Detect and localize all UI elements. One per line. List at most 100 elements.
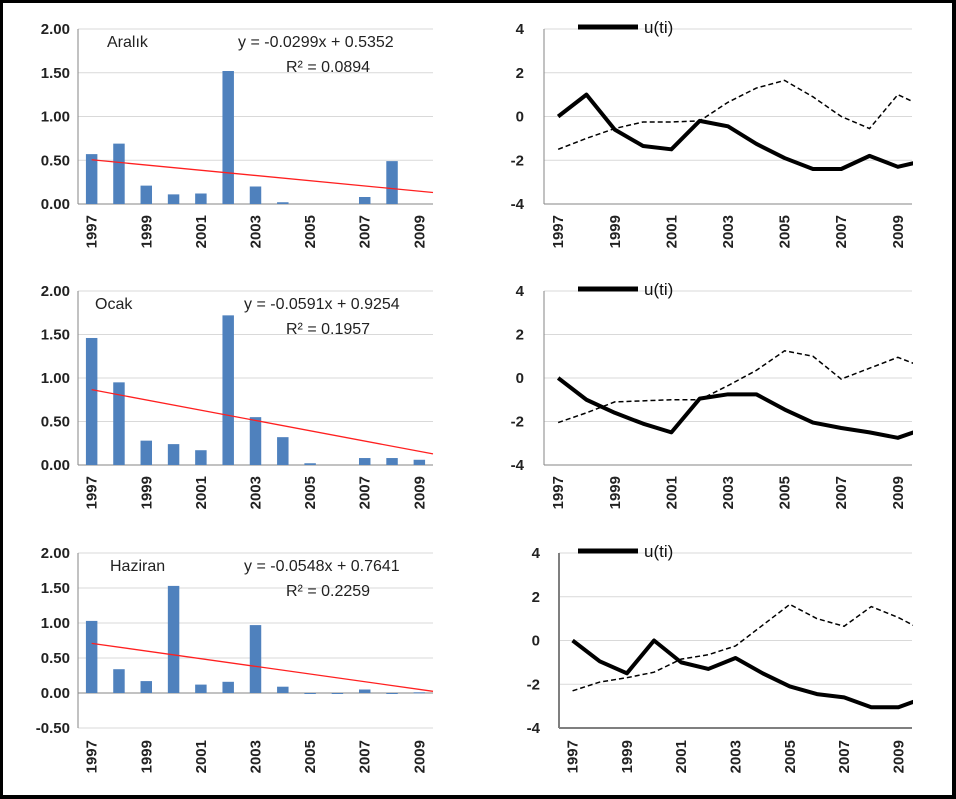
- series-line-solid: [556, 92, 927, 171]
- bar: [222, 681, 234, 693]
- x-tick-label: 1997: [550, 476, 567, 509]
- r-squared: R² = 0.0894: [286, 59, 370, 76]
- x-tick-label: 1997: [550, 215, 567, 248]
- y-tick-label: 0.50: [41, 152, 70, 169]
- month-label: Haziran: [110, 558, 165, 575]
- bar: [358, 197, 371, 204]
- bar: [85, 337, 98, 465]
- bar: [85, 154, 98, 204]
- bar: [277, 686, 289, 693]
- x-tick-label: 2005: [302, 476, 319, 509]
- bar: [358, 689, 371, 693]
- y-tick-label: 0.00: [41, 685, 70, 702]
- chart-5: 2.00 1.50 1.00 0.50 0.00 -0.50 Haziran y = -0.0…: [36, 545, 434, 773]
- x-tick-label: 2003: [720, 215, 737, 248]
- x-tick-label: 2001: [193, 740, 210, 773]
- plot-mask: [913, 24, 941, 209]
- bar: [277, 437, 289, 465]
- legend-label: u(ti): [644, 18, 673, 37]
- x-tick-label: 2005: [777, 476, 794, 509]
- legend-label: u(ti): [644, 542, 673, 561]
- bar: [331, 693, 344, 694]
- bar: [413, 692, 426, 694]
- x-tick-label: 2009: [890, 740, 907, 773]
- trendline: [91, 388, 434, 455]
- y-tick-label: 1.50: [41, 580, 70, 597]
- bar: [167, 194, 180, 204]
- bar: [167, 585, 180, 693]
- x-tick-label: 1999: [138, 476, 155, 509]
- bar: [277, 202, 289, 204]
- x-tick-label: 2001: [193, 215, 210, 248]
- x-tick-label: 2003: [720, 476, 737, 509]
- bar: [222, 71, 234, 204]
- x-tick-label: 2005: [302, 740, 319, 773]
- bar: [249, 186, 262, 204]
- bar: [113, 669, 125, 693]
- bar: [140, 681, 153, 693]
- chart-2: 4 2 0 -2 -4 u(ti) 1997 1999 2001 2003 2005 2007 2009: [511, 18, 941, 248]
- y-tick-label: -2: [527, 676, 540, 693]
- month-label: Ocak: [95, 296, 133, 313]
- x-tick-label: 2009: [411, 476, 428, 509]
- bar: [195, 450, 207, 465]
- series-line-solid: [556, 376, 927, 440]
- y-tick-label: 2: [532, 589, 540, 606]
- x-tick-label: 2007: [836, 740, 853, 773]
- y-tick-label: 1.50: [41, 327, 70, 344]
- legend-label: u(ti): [644, 280, 673, 299]
- bar: [304, 463, 316, 465]
- x-tick-label: 2005: [782, 740, 799, 773]
- bar: [386, 693, 398, 694]
- x-tick-label: 2007: [357, 476, 374, 509]
- x-tick-label: 1999: [607, 476, 624, 509]
- y-tick-label: 2.00: [41, 21, 70, 38]
- x-tick-label: 1999: [138, 215, 155, 248]
- y-tick-label: 0: [516, 370, 524, 387]
- x-tick-label: 2003: [248, 740, 265, 773]
- y-tick-label: 0: [532, 633, 540, 650]
- y-tick-label: 4: [532, 545, 541, 562]
- y-tick-label: -2: [511, 152, 524, 169]
- y-tick-label: 2: [516, 327, 524, 344]
- bar: [113, 143, 125, 204]
- r-squared: R² = 0.2259: [286, 583, 370, 600]
- chart-1: 2.00 1.50 1.00 0.50 0.00 Aralık y = -0.0299x +…: [41, 21, 434, 248]
- trendline: [91, 642, 434, 692]
- x-tick-label: 1999: [138, 740, 155, 773]
- bar: [113, 382, 125, 465]
- chart-3: 2.00 1.50 1.00 0.50 0.00 Ocak y = -0.0591x + 0…: [41, 283, 434, 509]
- trend-equation: y = -0.0548x + 0.7641: [244, 558, 400, 575]
- bar: [249, 417, 262, 465]
- trend-equation: y = -0.0591x + 0.9254: [244, 296, 400, 313]
- r-squared: R² = 0.1957: [286, 321, 370, 338]
- x-tick-label: 2005: [302, 215, 319, 248]
- x-tick-label: 2001: [663, 476, 680, 509]
- bar: [140, 440, 153, 465]
- y-tick-label: -4: [511, 196, 525, 213]
- x-tick-label: 2001: [663, 215, 680, 248]
- x-tick-label: 2005: [777, 215, 794, 248]
- x-tick-label: 2009: [411, 740, 428, 773]
- bar: [386, 161, 398, 204]
- y-tick-label: 2.00: [41, 545, 70, 562]
- chart-6: 4 2 0 -2 -4 u(ti) 1997 1999 2001 2003 2005 2007 2009: [527, 542, 941, 773]
- y-tick-label: 1.50: [41, 65, 70, 82]
- x-tick-label: 1997: [84, 740, 101, 773]
- y-tick-label: -4: [527, 720, 541, 737]
- bar: [85, 620, 98, 693]
- series-line-dashed: [557, 79, 927, 151]
- x-tick-label: 2007: [357, 740, 374, 773]
- bar: [413, 459, 426, 465]
- y-tick-label: 4: [516, 21, 525, 38]
- y-tick-label: 4: [516, 283, 525, 300]
- x-tick-label: 1997: [84, 215, 101, 248]
- x-tick-label: 2007: [833, 215, 850, 248]
- plot-mask: [913, 548, 941, 733]
- x-tick-label: 2007: [833, 476, 850, 509]
- y-tick-label: 0.50: [41, 650, 70, 667]
- bar: [249, 625, 262, 693]
- y-tick-label: 0.00: [41, 196, 70, 213]
